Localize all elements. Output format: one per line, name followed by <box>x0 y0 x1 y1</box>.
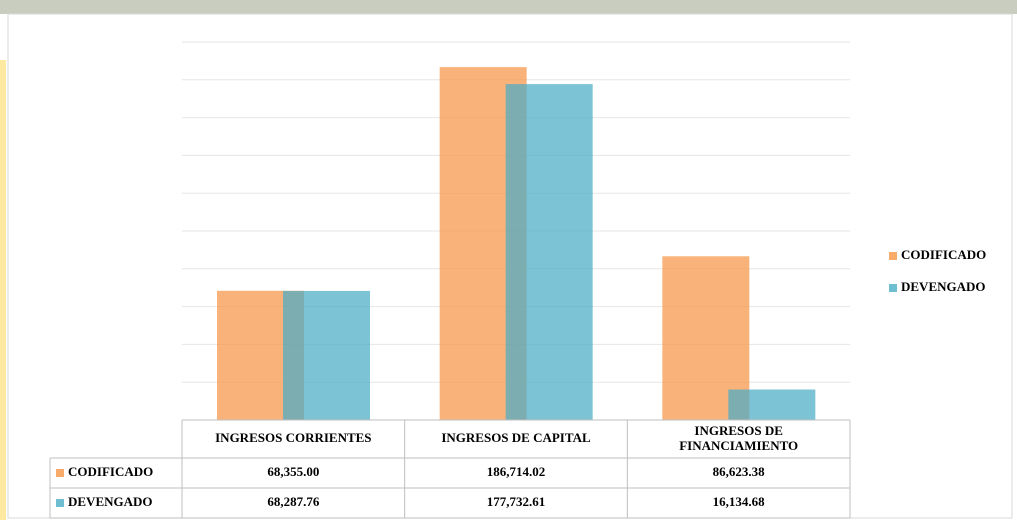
left-edge <box>0 60 6 520</box>
category-label: INGRESOS DE FINANCIAMIENTO <box>679 423 798 453</box>
value-label: 186,714.02 <box>487 464 546 479</box>
legend-key <box>56 469 64 477</box>
value-label: 86,623.38 <box>713 464 766 479</box>
bar <box>283 290 370 420</box>
value-label: 68,355.00 <box>267 464 319 479</box>
value-label: 68,287.76 <box>267 494 320 509</box>
legend-label: CODIFICADO <box>901 247 986 262</box>
category-label: INGRESOS CORRIENTES <box>215 430 371 445</box>
top-strip <box>0 0 1017 14</box>
value-label: 177,732.61 <box>487 494 546 509</box>
value-label: 16,134.68 <box>713 494 766 509</box>
category-label: INGRESOS DE CAPITAL <box>441 430 591 445</box>
row-label: DEVENGADO <box>68 494 153 509</box>
legend-key <box>56 499 64 507</box>
legend-label: DEVENGADO <box>901 279 986 294</box>
legend-key <box>889 284 897 292</box>
bar <box>728 389 816 420</box>
legend-key <box>889 252 897 260</box>
row-label: CODIFICADO <box>68 464 153 479</box>
bar <box>505 84 593 421</box>
